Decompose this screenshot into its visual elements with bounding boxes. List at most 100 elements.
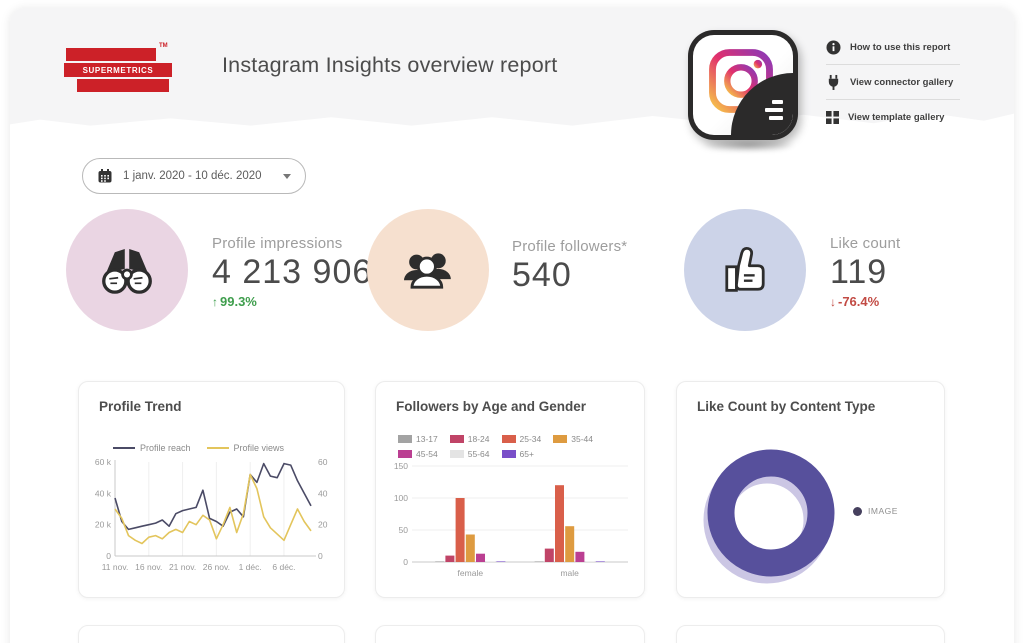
menu-item-label: View connector gallery bbox=[850, 76, 954, 88]
date-range-value: 1 janv. 2020 - 10 déc. 2020 bbox=[123, 170, 262, 182]
kpi-delta: ↑ 99.3% bbox=[212, 294, 257, 310]
like-count-content-type-card: Like Count by Content Type IMAGE bbox=[676, 381, 945, 598]
svg-text:20 k: 20 k bbox=[95, 520, 112, 530]
menu-item-label: How to use this report bbox=[850, 41, 951, 53]
legend-swatch bbox=[113, 447, 135, 449]
svg-text:0: 0 bbox=[318, 551, 323, 561]
profile-trend-card: Profile Trend Profile reach Profile view… bbox=[78, 381, 345, 598]
menu-item-how-to-use[interactable]: How to use this report bbox=[826, 30, 960, 65]
kpi-likes: Like count 119 ↓ -76.4% bbox=[830, 235, 900, 309]
logo-bar-top bbox=[66, 48, 156, 61]
svg-text:20: 20 bbox=[318, 520, 328, 530]
legend-item-18-24[interactable]: 18-24 bbox=[449, 434, 490, 444]
card-title: Like Count by Content Type bbox=[697, 399, 876, 414]
calendar-icon bbox=[98, 169, 112, 183]
arrow-up-icon: ↑ bbox=[212, 295, 218, 310]
legend-swatch bbox=[449, 435, 464, 443]
cutoff-card-1 bbox=[78, 625, 345, 643]
svg-text:21 nov.: 21 nov. bbox=[169, 562, 196, 572]
line-chart-legend: Profile reach Profile views bbox=[113, 443, 284, 453]
card-title: Profile Trend bbox=[99, 399, 182, 414]
logo-tm: TM bbox=[159, 43, 168, 49]
info-icon bbox=[826, 40, 841, 54]
followers-age-gender-card: Followers by Age and Gender 13-17 18-24 … bbox=[375, 381, 645, 598]
kpi-label: Like count bbox=[830, 235, 901, 252]
svg-text:60: 60 bbox=[318, 457, 328, 467]
kpi-value: 4 213 906 bbox=[212, 253, 373, 291]
cutoff-card-2 bbox=[375, 625, 645, 643]
binoculars-icon bbox=[102, 248, 152, 294]
logo-bar-middle: SUPERMETRICS bbox=[64, 63, 172, 77]
kpi-label: Profile impressions bbox=[212, 235, 343, 252]
legend-swatch bbox=[553, 435, 568, 443]
date-range-picker[interactable]: 1 janv. 2020 - 10 déc. 2020 bbox=[82, 158, 306, 194]
legend-swatch bbox=[206, 447, 229, 449]
logo-brand-text: SUPERMETRICS bbox=[82, 65, 154, 75]
svg-text:0: 0 bbox=[403, 557, 408, 567]
instagram-badge-face bbox=[693, 35, 793, 135]
menu-item-label: View template gallery bbox=[848, 112, 945, 123]
kpi-impressions: Profile impressions 4 213 906 ↑ 99.3% bbox=[212, 235, 372, 309]
legend-item-13-17[interactable]: 13-17 bbox=[398, 434, 438, 444]
bar-chart-legend: 13-17 18-24 25-34 35-44 45-54 55-64 65+ bbox=[398, 434, 622, 459]
svg-text:60 k: 60 k bbox=[95, 457, 112, 467]
like-count-donut-chart[interactable] bbox=[685, 436, 938, 596]
legend-item-55-64[interactable]: 55-64 bbox=[449, 449, 490, 459]
kpi-impressions-circle bbox=[66, 209, 188, 331]
badge-drop-shadow bbox=[700, 138, 796, 152]
kpi-followers: Profile followers* 540 bbox=[512, 238, 627, 294]
legend-swatch bbox=[501, 435, 516, 443]
profile-trend-chart[interactable]: 11 nov. 16 nov. 21 nov. 26 nov. 1 déc. 6 déc.… bbox=[85, 456, 340, 596]
legend-swatch bbox=[501, 450, 516, 458]
supermetrics-logo[interactable]: TM SUPERMETRICS bbox=[64, 43, 176, 94]
header-menu: How to use this report View connector ga… bbox=[826, 30, 960, 135]
plug-icon bbox=[828, 74, 839, 90]
header-band bbox=[10, 8, 1014, 126]
page-title: Instagram Insights overview report bbox=[222, 53, 558, 77]
svg-text:40 k: 40 k bbox=[95, 488, 112, 498]
logo-bar-bottom bbox=[77, 79, 169, 92]
legend-item-profile-reach[interactable]: Profile reach bbox=[113, 443, 191, 453]
svg-text:50: 50 bbox=[399, 525, 409, 535]
kpi-label: Profile followers* bbox=[512, 238, 628, 255]
svg-text:6 déc.: 6 déc. bbox=[272, 562, 295, 572]
instagram-badge[interactable] bbox=[688, 30, 798, 140]
legend-item-45-54[interactable]: 45-54 bbox=[398, 449, 438, 459]
legend-item-35-44[interactable]: 35-44 bbox=[553, 434, 593, 444]
legend-dot-icon bbox=[853, 506, 862, 516]
followers-age-gender-chart[interactable]: 0 50 100 150 female male bbox=[384, 462, 642, 597]
menu-item-template-gallery[interactable]: View template gallery bbox=[826, 100, 960, 135]
svg-text:100: 100 bbox=[394, 493, 408, 503]
menu-item-connector-gallery[interactable]: View connector gallery bbox=[826, 65, 960, 100]
legend-swatch bbox=[398, 450, 412, 458]
donut-legend-item-image[interactable]: IMAGE bbox=[853, 506, 898, 516]
legend-swatch bbox=[398, 435, 412, 443]
supermetrics-mark bbox=[731, 73, 793, 135]
svg-text:0: 0 bbox=[106, 551, 111, 561]
cutoff-card-3 bbox=[676, 625, 945, 643]
kpi-likes-circle bbox=[684, 209, 806, 331]
card-title: Followers by Age and Gender bbox=[396, 399, 587, 414]
kpi-delta: ↓ -76.4% bbox=[830, 294, 880, 310]
followers-icon bbox=[404, 253, 451, 289]
svg-text:26 nov.: 26 nov. bbox=[203, 562, 230, 572]
arrow-down-icon: ↓ bbox=[830, 295, 836, 310]
kpi-value: 540 bbox=[512, 256, 572, 294]
chevron-down-icon bbox=[283, 173, 291, 179]
kpi-value: 119 bbox=[830, 253, 888, 291]
legend-swatch bbox=[449, 450, 464, 458]
svg-text:11 nov.: 11 nov. bbox=[102, 562, 129, 572]
kpi-followers-circle bbox=[367, 209, 489, 331]
svg-text:150: 150 bbox=[394, 462, 408, 471]
thumbs-up-icon bbox=[725, 247, 765, 292]
legend-item-profile-views[interactable]: Profile views bbox=[206, 443, 284, 453]
svg-text:16 nov.: 16 nov. bbox=[135, 562, 162, 572]
legend-item-65plus[interactable]: 65+ bbox=[501, 449, 534, 459]
grid-icon bbox=[826, 111, 839, 124]
svg-text:male: male bbox=[560, 568, 579, 578]
legend-item-25-34[interactable]: 25-34 bbox=[501, 434, 541, 444]
svg-text:female: female bbox=[458, 568, 484, 578]
svg-text:1 déc.: 1 déc. bbox=[239, 562, 262, 572]
svg-text:40: 40 bbox=[318, 488, 328, 498]
